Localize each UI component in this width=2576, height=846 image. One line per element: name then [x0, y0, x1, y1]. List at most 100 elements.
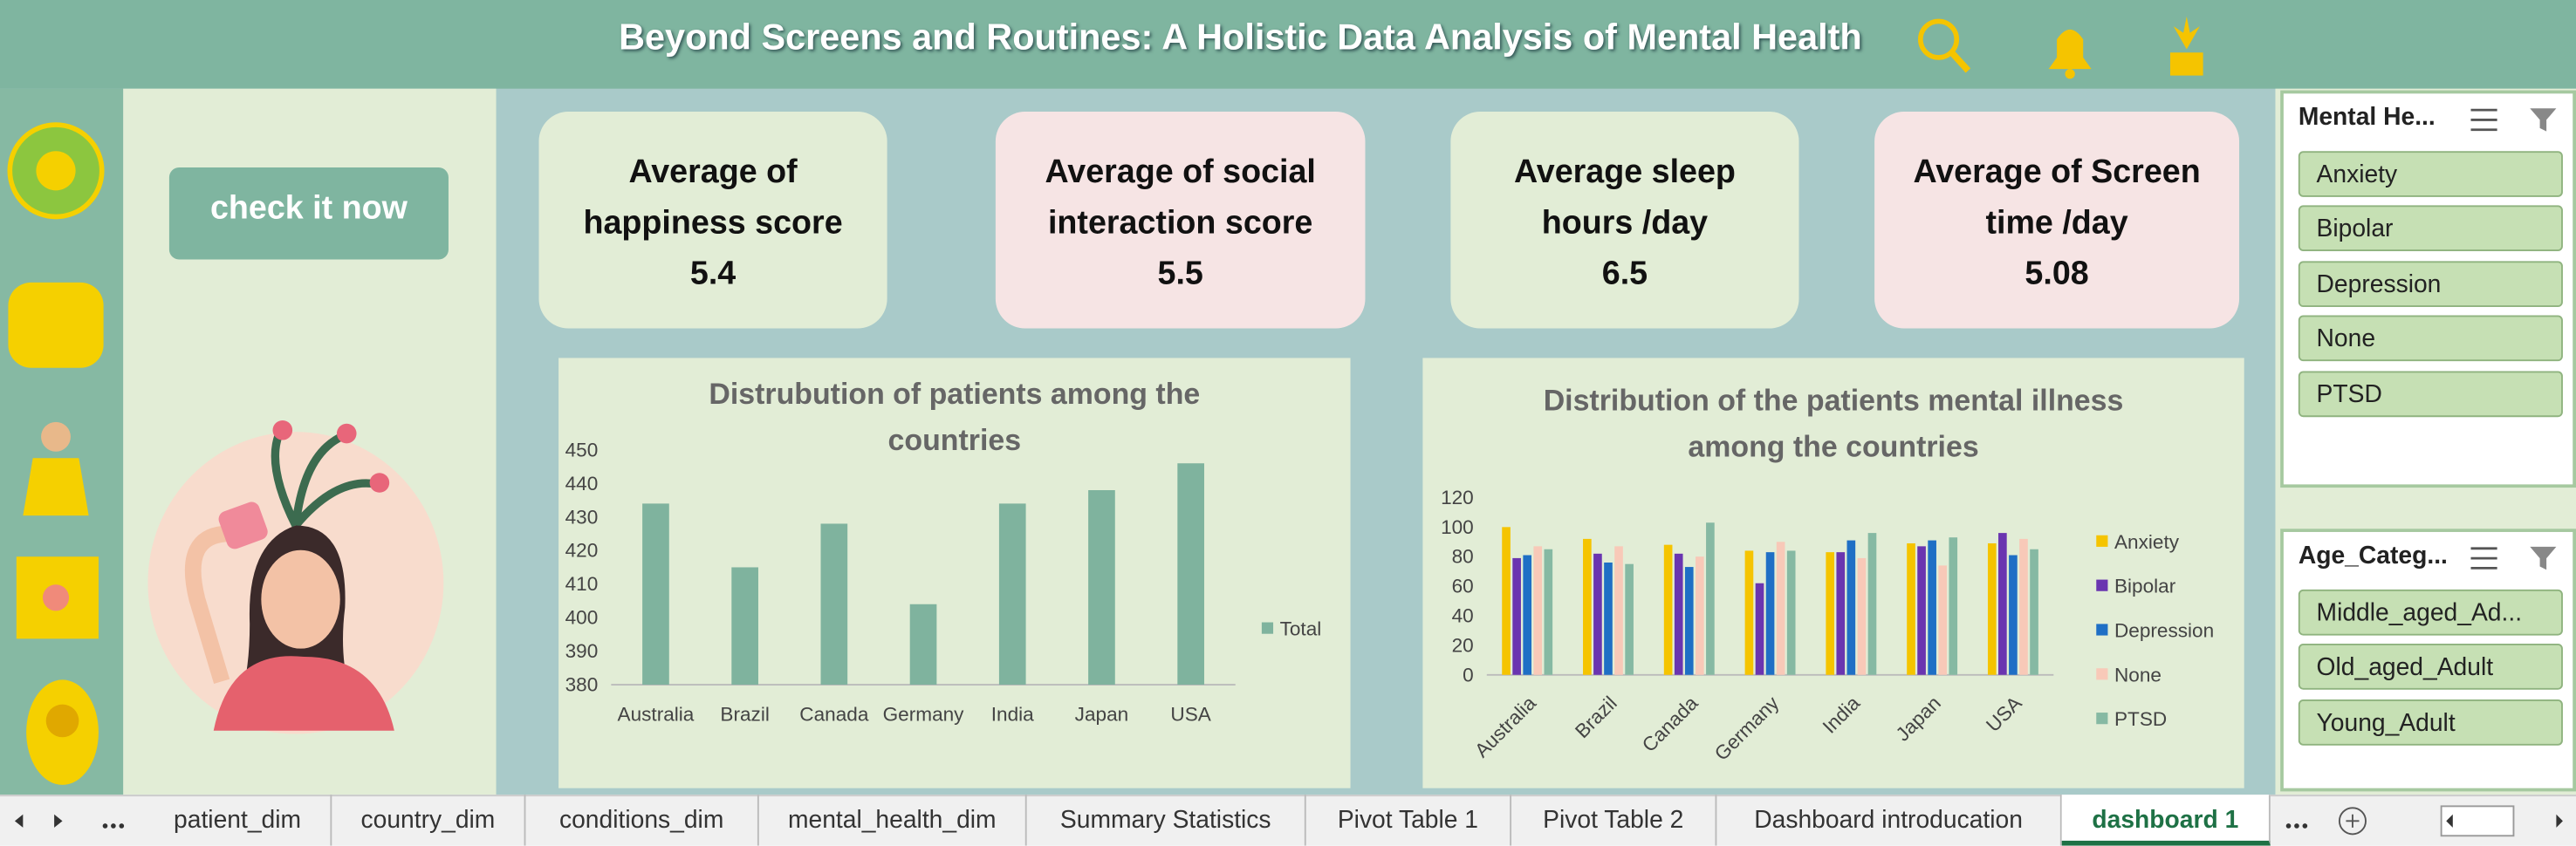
slicer-title: Mental He... — [2298, 103, 2436, 132]
slicer-item[interactable]: Depression — [2298, 260, 2563, 307]
legend-label: Depression — [2114, 619, 2214, 641]
clear-filter-icon[interactable] — [2530, 108, 2557, 132]
kpi-label: Average of social interaction score — [1045, 154, 1316, 242]
header-bar — [0, 0, 2576, 89]
plant-icon[interactable] — [2169, 16, 2203, 76]
bar — [1776, 542, 1785, 675]
x-tick-label: India — [991, 703, 1034, 725]
sheet-tab[interactable]: conditions_dim — [525, 795, 759, 846]
bar — [1533, 546, 1543, 675]
slicer: Age_Categ... Middle_aged_Ad... Old_aged_Ad… — [2280, 529, 2576, 792]
bar — [1765, 552, 1775, 675]
illustration — [147, 420, 444, 734]
slicer-item[interactable]: Old_aged_Adult — [2298, 644, 2563, 691]
bar — [1786, 550, 1796, 675]
search-icon[interactable] — [1917, 18, 1971, 73]
x-tick-label: India — [1819, 692, 1865, 738]
y-tick-label: 20 — [1452, 634, 1474, 656]
add-sheet[interactable] — [2338, 807, 2367, 836]
multi-select-icon[interactable] — [2470, 547, 2497, 570]
chart: 380 390 400 410 420 430 440 450 Australia Brazil C… — [565, 439, 1322, 725]
y-tick-label: 80 — [1452, 546, 1474, 568]
legend-label: Anxiety — [2114, 531, 2180, 553]
legend-label: Bipolar — [2114, 576, 2176, 597]
y-tick-label: 400 — [565, 607, 599, 629]
bar — [1088, 489, 1115, 686]
bar — [2009, 555, 2018, 675]
kpi-value: 5.4 — [689, 256, 736, 293]
chart-box: 380 390 400 410 420 430 440 450 Australia Brazil C… — [558, 358, 1351, 788]
bar — [1826, 552, 1835, 675]
scrollbar[interactable] — [2440, 805, 2515, 837]
y-tick-label: 100 — [1441, 516, 1474, 538]
bar — [1846, 540, 1856, 675]
slicer-item[interactable]: Middle_aged_Ad... — [2298, 589, 2563, 636]
slicer-item[interactable]: Bipolar — [2298, 206, 2563, 252]
next-sheet[interactable] — [54, 814, 63, 828]
bar — [2030, 549, 2038, 675]
slicer-item[interactable]: None — [2298, 315, 2563, 362]
x-tick-label: Germany — [883, 703, 965, 725]
kpi-card: Average of social interaction score 5.5 — [995, 112, 1366, 329]
bar — [1583, 538, 1592, 675]
prev-sheet[interactable] — [14, 814, 24, 828]
more-sheets[interactable] — [2285, 823, 2308, 829]
bell-icon[interactable] — [2048, 29, 2092, 79]
x-tick-label: Japan — [1892, 692, 1945, 746]
bar — [1907, 542, 1915, 675]
sheet-tab[interactable]: Summary Statistics — [1027, 795, 1306, 846]
slicer-item[interactable]: Young_Adult — [2298, 699, 2563, 746]
slicer-item[interactable]: PTSD — [2298, 370, 2563, 417]
kpi-value: 5.5 — [1157, 256, 1203, 293]
bar — [998, 503, 1026, 686]
y-tick-label: 380 — [565, 674, 599, 696]
y-tick-label: 60 — [1452, 576, 1474, 597]
y-tick-label: 390 — [565, 640, 599, 662]
y-tick-label: 450 — [565, 439, 599, 461]
strip-icons — [7, 122, 105, 785]
legend-label: PTSD — [2114, 708, 2167, 730]
sheet-tab[interactable]: patient_dim — [145, 795, 332, 846]
check-button[interactable]: check it now — [168, 167, 449, 260]
legend-swatch — [2096, 535, 2108, 547]
kpi-value: 5.08 — [2024, 256, 2089, 293]
bar — [1998, 533, 2007, 675]
header-icons — [1917, 16, 2203, 79]
bar — [1614, 546, 1623, 675]
kpi-card: Average of Screen time /day 5.08 — [1874, 112, 2240, 329]
bar — [1684, 567, 1694, 675]
kpi-card: Average of happiness score 5.4 — [538, 112, 887, 329]
sheet-tab[interactable]: country_dim — [332, 795, 526, 846]
bar — [1706, 522, 1715, 675]
sheet-tab[interactable]: mental_health_dim — [759, 795, 1027, 846]
bar — [1177, 463, 1204, 686]
kpi-value: 6.5 — [1601, 256, 1648, 293]
y-tick-label: 420 — [565, 540, 599, 562]
y-tick-label: 410 — [565, 573, 599, 595]
sheet-tab[interactable]: Dashboard introducation — [1716, 795, 2062, 846]
bar — [1987, 542, 1997, 675]
multi-select-icon[interactable] — [2470, 108, 2497, 132]
bar — [731, 567, 758, 686]
x-tick-label: Australia — [618, 703, 695, 725]
x-tick-label: USA — [1982, 692, 2026, 736]
slicer-tools — [2470, 108, 2557, 132]
sheet-tab[interactable]: Pivot Table 1 — [1306, 795, 1512, 846]
x-tick-label: Canada — [1638, 692, 1702, 756]
more-sheets[interactable] — [102, 823, 125, 829]
bar — [1502, 527, 1511, 675]
clear-filter-icon[interactable] — [2530, 546, 2557, 570]
bar — [642, 503, 669, 686]
sheet-tab[interactable]: dashboard 1 — [2061, 795, 2271, 846]
bar — [1744, 550, 1754, 675]
bar — [1836, 552, 1846, 675]
slicer-item[interactable]: Anxiety — [2298, 151, 2563, 197]
header-title: Beyond Screens and Routines: A Holistic … — [619, 16, 1862, 58]
y-tick-label: 430 — [565, 506, 599, 528]
bar — [1938, 565, 1948, 675]
legend-label: None — [2114, 664, 2162, 686]
x-tick-label: Australia — [1470, 692, 1540, 761]
sheet-tab[interactable]: Pivot Table 2 — [1511, 795, 1717, 846]
